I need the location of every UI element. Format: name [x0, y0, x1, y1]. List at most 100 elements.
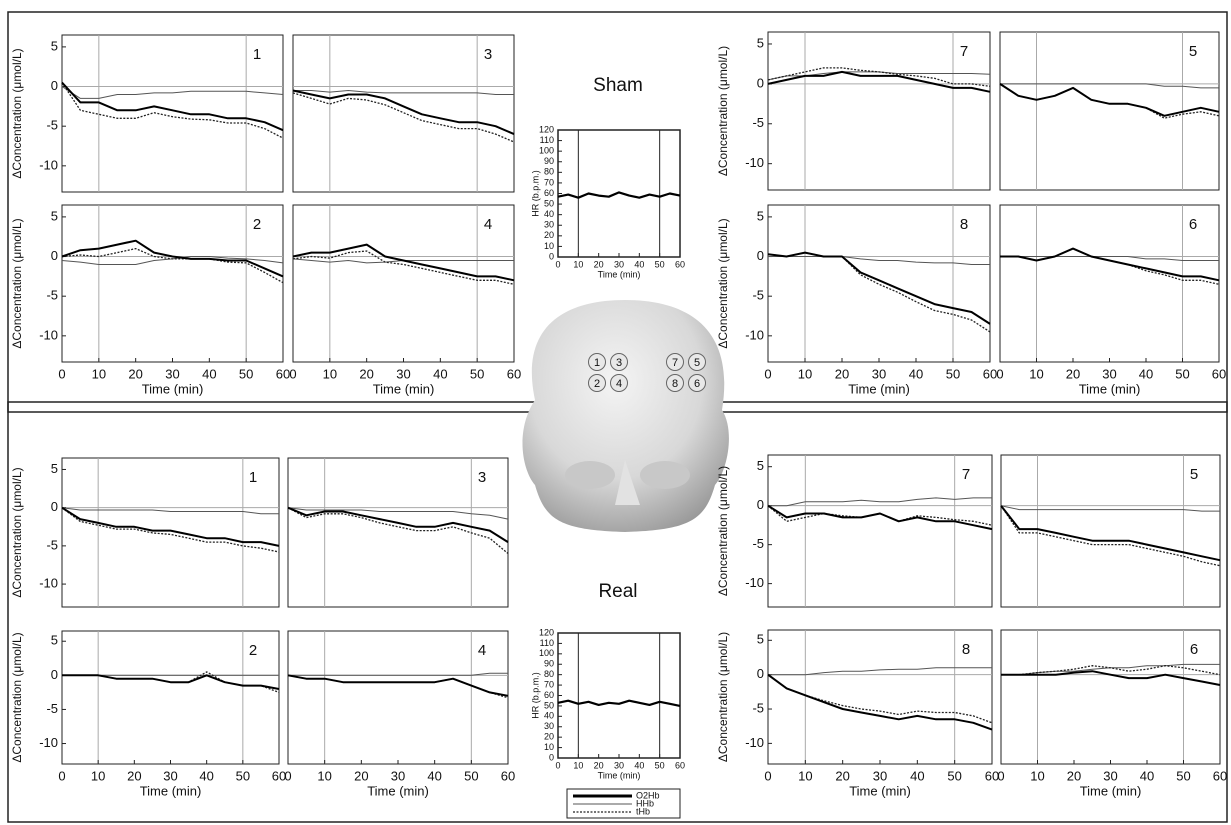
x-tick-label: 60 [1212, 366, 1226, 381]
y-tick-label: 60 [544, 690, 554, 700]
x-tick-label: 60 [501, 768, 515, 783]
x-tick-label: 30 [614, 760, 624, 770]
y-tick-label: -10 [745, 575, 764, 590]
panel-number: 1 [253, 46, 261, 63]
x-tick-label: 60 [983, 366, 997, 381]
series-line [288, 672, 508, 676]
y-tick-label: 50 [544, 198, 554, 208]
x-tick-label: 0 [997, 768, 1004, 783]
y-tick-label: 70 [544, 679, 554, 689]
panel-number: 2 [249, 642, 257, 659]
plot-area [1000, 629, 1221, 765]
y-tick-label: 0 [51, 78, 58, 93]
y-tick-label: -5 [46, 537, 58, 552]
series-line [767, 67, 991, 87]
x-tick-label: 20 [359, 366, 373, 381]
y-tick-label: -10 [745, 155, 764, 170]
plot-area [292, 204, 515, 363]
head [522, 300, 729, 532]
electrode-label: 8 [672, 378, 678, 390]
y-tick-label: 0 [51, 499, 58, 514]
series-line [767, 251, 991, 325]
x-tick-label: 0 [764, 366, 771, 381]
series-line [1001, 665, 1221, 676]
x-tick-label: 20 [594, 760, 604, 770]
x-tick-label: 60 [985, 768, 999, 783]
series-line [292, 243, 515, 282]
x-tick-label: 20 [835, 768, 849, 783]
series-line [61, 506, 280, 547]
y-tick-label: 0 [549, 251, 554, 261]
series-line [999, 83, 1220, 117]
legend-label: HHb [636, 798, 654, 808]
y-tick-label: 0 [51, 667, 58, 682]
y-tick-label: 0 [549, 752, 554, 762]
plot-area [767, 204, 991, 363]
x-tick-label: 50 [239, 366, 253, 381]
y-tick-label: 120 [539, 627, 554, 637]
y-axis-label: HR (b.p.m.) [530, 672, 540, 719]
y-tick-label: 90 [544, 659, 554, 669]
x-tick-label: 10 [92, 366, 106, 381]
y-tick-label: -5 [752, 288, 764, 303]
x-tick-label: 10 [1029, 366, 1043, 381]
y-tick-label: 0 [757, 666, 764, 681]
x-tick-label: 40 [433, 366, 447, 381]
series-line [557, 699, 681, 707]
y-axis-label: HR (b.p.m.) [530, 170, 540, 217]
y-axis-label: ΔConcentration (μmol/L) [716, 218, 730, 348]
x-tick-label: 30 [1103, 768, 1117, 783]
panel-number: 8 [962, 641, 970, 658]
x-tick-label: 40 [634, 259, 644, 269]
series-line [292, 250, 515, 285]
legend-label: tHb [636, 806, 650, 816]
panel-number: 8 [960, 216, 968, 233]
x-tick-label: 50 [1176, 768, 1190, 783]
electrode [610, 374, 628, 392]
series-line [287, 674, 509, 697]
x-tick-label: 0 [764, 768, 771, 783]
x-tick-label: 30 [163, 768, 177, 783]
eye-shadow [565, 461, 615, 489]
x-tick-label: 50 [236, 768, 250, 783]
series-line [1000, 505, 1221, 567]
x-tick-label: 40 [910, 768, 924, 783]
series-line [767, 70, 991, 93]
x-tick-label: 0 [284, 768, 291, 783]
panel-number: 3 [484, 46, 492, 63]
x-tick-label: 20 [1067, 768, 1081, 783]
electrode [666, 374, 684, 392]
panel-number: 6 [1190, 641, 1198, 658]
y-tick-label: 80 [544, 669, 554, 679]
x-tick-label: 10 [573, 760, 583, 770]
series-line [61, 247, 284, 284]
x-tick-label: 60 [276, 366, 290, 381]
x-tick-label: 60 [675, 259, 685, 269]
y-tick-label: 5 [757, 632, 764, 647]
y-tick-label: 30 [544, 721, 554, 731]
x-axis-label: Time (min) [367, 783, 429, 798]
panel-number: 7 [960, 43, 968, 60]
y-tick-label: 30 [544, 220, 554, 230]
y-tick-label: -5 [752, 700, 764, 715]
plot-area [999, 204, 1220, 363]
series-line [768, 256, 990, 265]
electrode-label: 6 [694, 378, 700, 390]
y-tick-label: 40 [544, 209, 554, 219]
series-line [61, 86, 284, 99]
x-tick-label: 10 [798, 366, 812, 381]
panel-number: 4 [484, 216, 492, 233]
x-axis-label: Time (min) [142, 381, 204, 396]
x-tick-label: 30 [873, 768, 887, 783]
x-tick-label: 50 [464, 768, 478, 783]
x-tick-label: 40 [199, 768, 213, 783]
x-tick-label: 10 [317, 768, 331, 783]
plot-area [1000, 454, 1221, 608]
plot-area [767, 31, 991, 191]
electrode-label: 3 [616, 357, 622, 369]
electrode [688, 353, 706, 371]
y-tick-label: 0 [757, 497, 764, 512]
panel-number: 3 [478, 469, 486, 486]
panel-number: 1 [249, 469, 257, 486]
